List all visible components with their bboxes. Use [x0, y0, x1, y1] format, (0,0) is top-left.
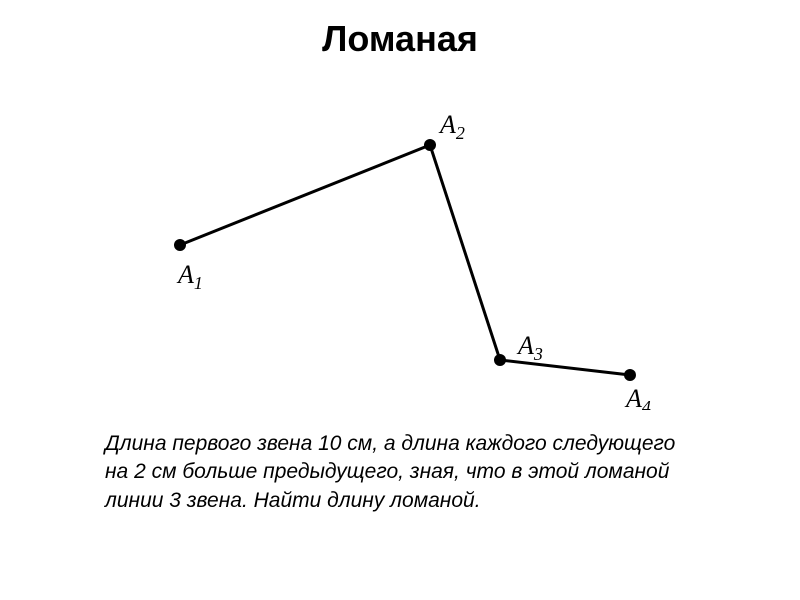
polyline-svg: A1 A2 A3 A4 [130, 90, 670, 410]
vertex-A2 [424, 139, 436, 151]
vertex-A1 [174, 239, 186, 251]
vertex-label-A2: A2 [438, 110, 465, 143]
broken-line [180, 145, 630, 375]
page-title: Ломаная [0, 0, 800, 60]
vertex-A3 [494, 354, 506, 366]
vertices-group [174, 139, 636, 381]
polyline-diagram: A1 A2 A3 A4 [130, 90, 670, 410]
problem-statement: Длина первого звена 10 см, а длина каждо… [105, 430, 695, 515]
vertex-A4 [624, 369, 636, 381]
labels-group: A1 A2 A3 A4 [176, 110, 651, 410]
vertex-label-A1: A1 [176, 260, 203, 293]
vertex-label-A3: A3 [516, 331, 543, 364]
vertex-label-A4: A4 [624, 384, 651, 410]
